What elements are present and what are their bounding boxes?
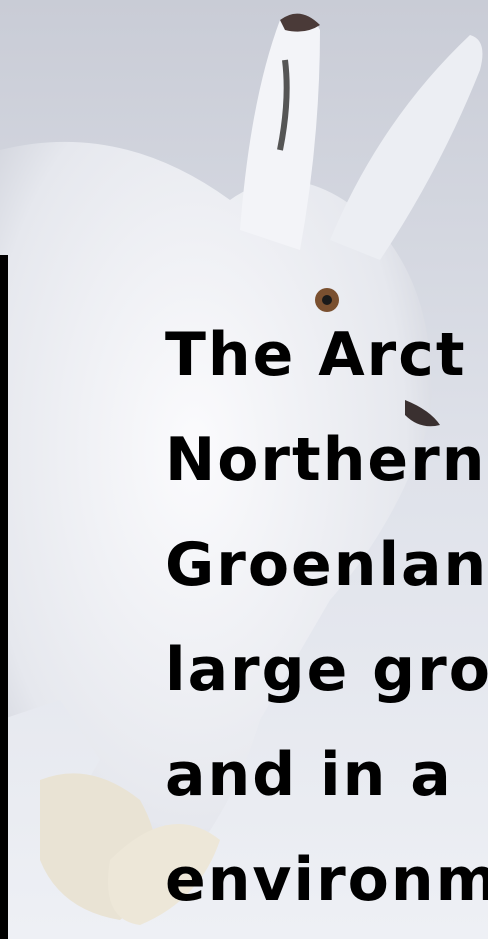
side-bar <box>0 255 8 939</box>
caption-line: large gro <box>165 635 488 705</box>
caption-line: environme <box>165 845 488 915</box>
caption-line: Northern <box>165 425 486 495</box>
caption-line: Groenlanc <box>165 530 488 600</box>
caption-line: and in a <box>165 740 453 810</box>
caption: The Arct Northern Groenlanc large gro and in… <box>165 320 488 915</box>
hare <box>0 13 483 925</box>
caption-line: The Arct <box>165 320 467 390</box>
